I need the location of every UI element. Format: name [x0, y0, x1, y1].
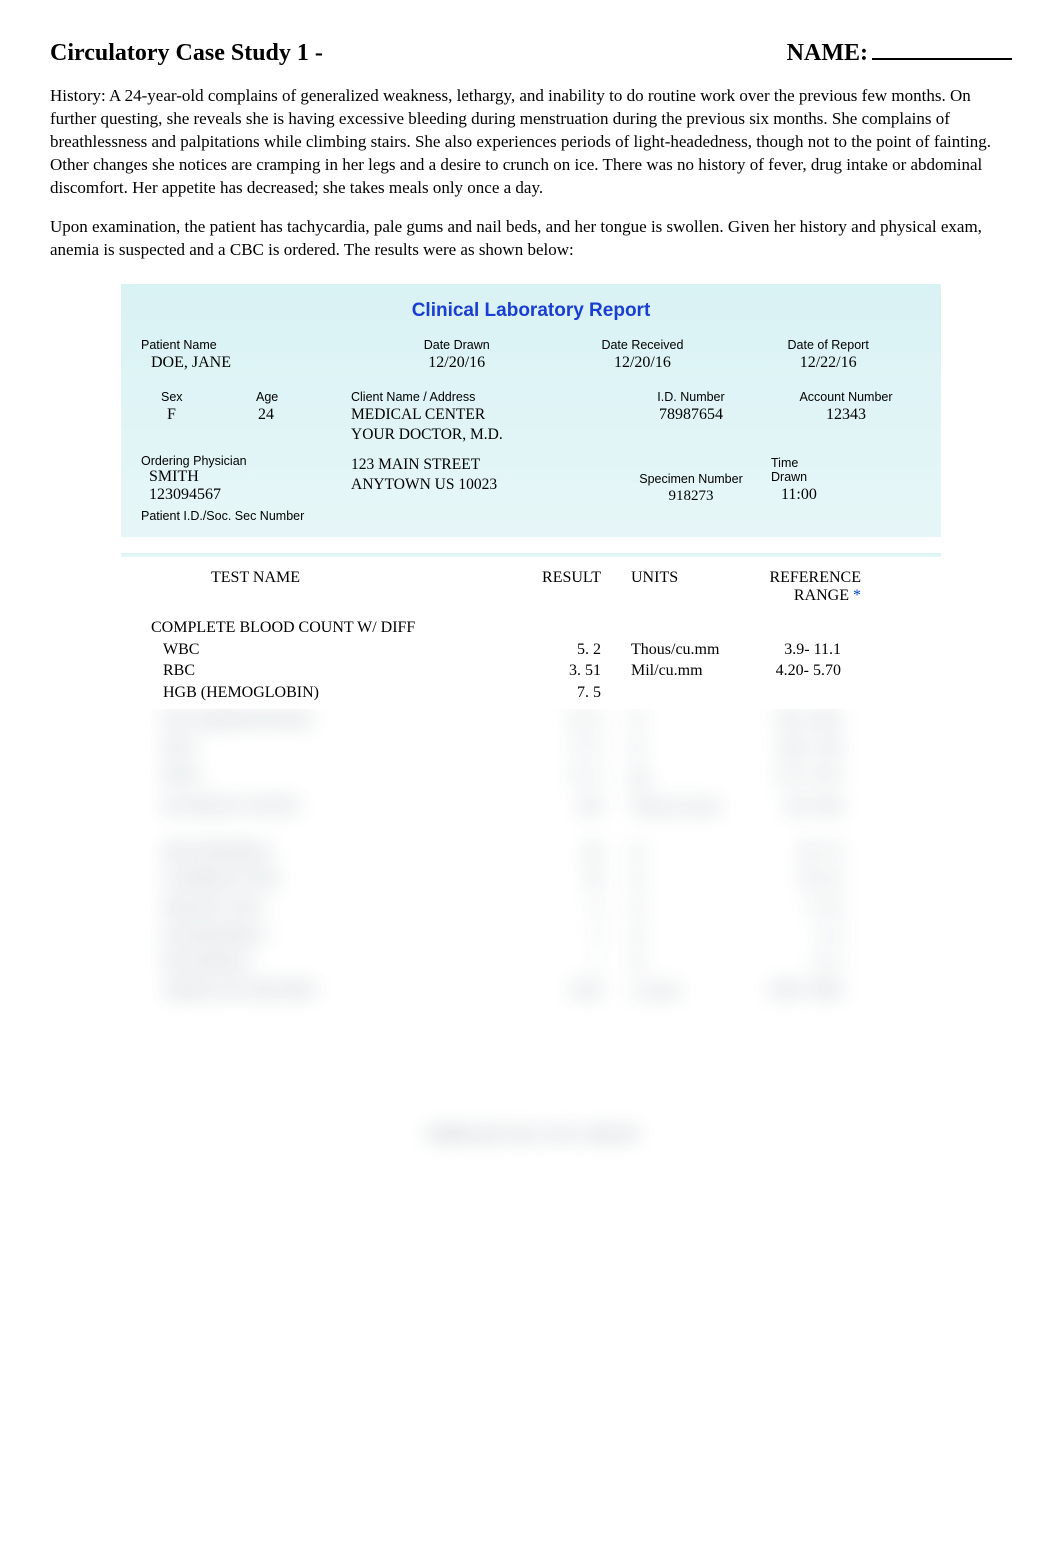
client-label: Client Name / Address — [351, 390, 611, 404]
specimen-value: 918273 — [611, 486, 771, 505]
account-value: 12343 — [771, 404, 921, 424]
id-value: 78987654 — [611, 404, 771, 424]
page-title: Circulatory Case Study 1 - — [50, 40, 323, 67]
band-separator — [121, 553, 941, 557]
date-drawn-value: 12/20/16 — [364, 352, 550, 372]
date-received-label: Date Received — [550, 338, 736, 352]
history-paragraph: History: A 24-year-old complains of gene… — [50, 85, 1012, 200]
age-label: Age — [256, 390, 351, 404]
age-value: 24 — [256, 404, 351, 424]
row-hgb-range — [751, 682, 911, 704]
client-line-1: MEDICAL CENTER — [351, 404, 611, 424]
client-line-3: 123 MAIN STREET — [351, 454, 611, 474]
name-label: NAME: — [787, 40, 868, 66]
client-line-4: ANYTOWN US 10023 — [351, 474, 611, 494]
table-row: WBC 5. 2 Thous/cu.mm 3.9- 11.1 — [151, 639, 911, 661]
name-field: NAME: — [787, 40, 1012, 67]
sex-label: Sex — [161, 390, 256, 404]
id-label: I.D. Number — [611, 390, 771, 404]
results-header-row: TEST NAME RESULT UNITS REFERENCE RANGE * — [151, 569, 911, 605]
row-hgb-result: 7. 5 — [471, 682, 601, 704]
col-units: UNITS — [601, 569, 751, 605]
row-hgb-name: HGB (HEMOGLOBIN) — [151, 682, 471, 704]
table-row: RBC 3. 51 Mil/cu.mm 4.20- 5.70 — [151, 660, 911, 682]
results-section: TEST NAME RESULT UNITS REFERENCE RANGE *… — [121, 537, 941, 1100]
table-row: HGB (HEMOGLOBIN) 7. 5 — [151, 682, 911, 704]
section-cbc: COMPLETE BLOOD COUNT W/ DIFF — [151, 619, 911, 637]
row-rbc-result: 3. 51 — [471, 660, 601, 682]
report-title: Clinical Laboratory Report — [121, 284, 941, 336]
physician-row: Ordering Physician SMITH 123094567 123 M… — [121, 444, 941, 507]
row-wbc-range: 3.9- 11.1 — [751, 639, 911, 661]
specimen-label: Specimen Number — [611, 472, 771, 486]
ordering-label: Ordering Physician — [141, 454, 351, 468]
sec-number-label: Patient I.D./Soc. Sec Number — [121, 507, 941, 537]
lab-report-card: Clinical Laboratory Report Patient Name … — [121, 284, 941, 1100]
date-report-label: Date of Report — [735, 338, 921, 352]
patient-row: Patient Name DOE, JANE Date Drawn 12/20/… — [121, 336, 941, 380]
name-blank[interactable] — [872, 58, 1012, 60]
blurred-content: HCT (HEMATOCRIT)25. 0%36.0- 48.0 MCV71. … — [151, 709, 911, 1099]
date-report-value: 12/22/16 — [735, 352, 921, 372]
patient-name-value: DOE, JANE — [141, 352, 364, 372]
star-icon: * — [849, 587, 861, 604]
row-rbc-units: Mil/cu.mm — [601, 660, 751, 682]
row-hgb-units — [601, 682, 751, 704]
sex-value: F — [161, 404, 256, 424]
row-rbc-name: RBC — [151, 660, 471, 682]
row-wbc-units: Thous/cu.mm — [601, 639, 751, 661]
exam-paragraph: Upon examination, the patient has tachyc… — [50, 216, 1012, 262]
col-range: REFERENCE RANGE * — [751, 569, 911, 605]
account-label: Account Number — [771, 390, 921, 404]
row-wbc-result: 5. 2 — [471, 639, 601, 661]
time-label-2: Drawn — [771, 470, 921, 484]
range-text: REFERENCE RANGE — [769, 569, 861, 604]
blurred-footer: Additional tests were ordered — [50, 1123, 1012, 1144]
row-rbc-range: 4.20- 5.70 — [751, 660, 911, 682]
client-line-2: YOUR DOCTOR, M.D. — [351, 424, 611, 444]
row-wbc-name: WBC — [151, 639, 471, 661]
header-row: Circulatory Case Study 1 - NAME: — [50, 40, 1012, 67]
demographics-row: Sex F Age 24 Client Name / Address MEDIC… — [121, 380, 941, 444]
date-drawn-label: Date Drawn — [364, 338, 550, 352]
col-test-name: TEST NAME — [151, 569, 471, 605]
time-label-1: Time — [771, 456, 921, 470]
patient-name-label: Patient Name — [141, 338, 364, 352]
time-value: 11:00 — [771, 484, 921, 504]
col-result: RESULT — [471, 569, 601, 605]
ordering-value-2: 123094567 — [141, 486, 351, 504]
ordering-value-1: SMITH — [141, 468, 351, 486]
date-received-value: 12/20/16 — [550, 352, 736, 372]
